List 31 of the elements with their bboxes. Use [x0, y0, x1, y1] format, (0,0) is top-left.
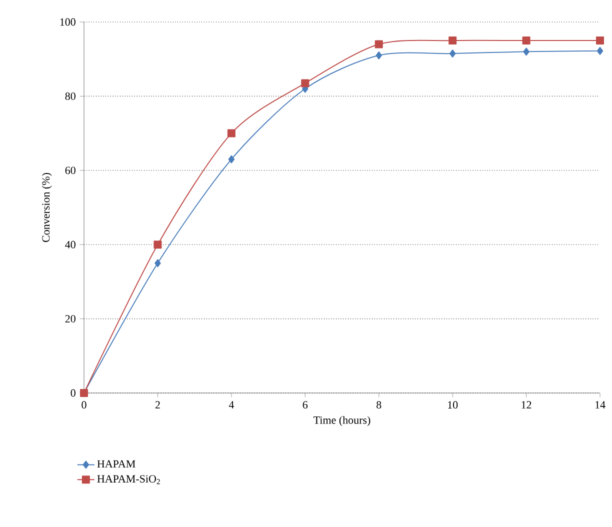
y-tick-label: 80 [65, 92, 76, 100]
point [522, 36, 530, 45]
legend-label: HAPAM [97, 460, 136, 468]
x-tick-label: 12 [522, 401, 532, 408]
y-axis-title: Conversion (%) [42, 173, 52, 242]
y-tick-label: 100 [60, 18, 76, 26]
x-axis-title: Time (hours) [314, 416, 370, 426]
legend-label: HAPAM-SiO$_{2}$ [97, 475, 160, 484]
point [376, 51, 382, 60]
x-tick-label: 0 [82, 401, 86, 409]
point [523, 48, 530, 56]
point [154, 240, 162, 249]
x-tick-label: 6 [302, 401, 308, 409]
point [596, 46, 604, 55]
x-tick-label: 14 [595, 401, 606, 408]
point [228, 155, 235, 164]
point [374, 40, 383, 48]
y-tick-label: 0 [70, 389, 76, 397]
point [301, 79, 310, 88]
y-tick-label: 60 [65, 166, 76, 174]
x-tick-label: 10 [448, 401, 458, 409]
point [448, 36, 457, 45]
x-tick-label: 2 [155, 401, 160, 408]
x-tick-label: 8 [376, 401, 382, 409]
point [227, 129, 236, 138]
y-tick-label: 40 [65, 240, 76, 248]
point [449, 50, 456, 58]
point [154, 259, 161, 268]
y-tick-label: 20 [65, 315, 76, 323]
x-tick-label: 4 [228, 401, 234, 408]
point [596, 36, 604, 45]
